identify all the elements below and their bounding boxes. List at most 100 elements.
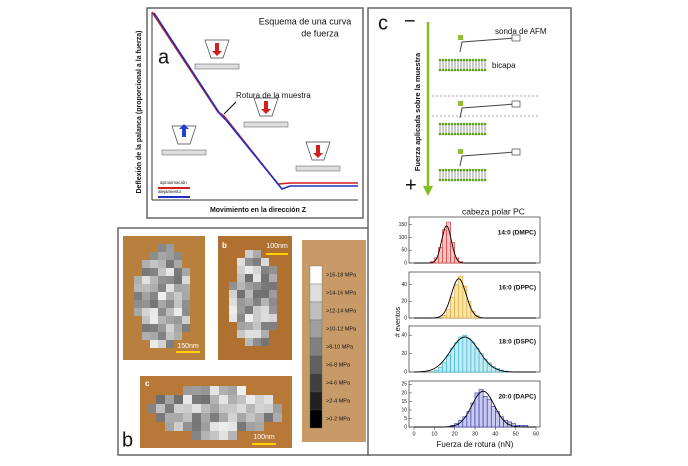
afm-pixel [246,413,255,422]
histogram-x-label: Fuerza de rotura (nN) [437,440,514,449]
afm-pixel [182,324,190,332]
histogram-bar [478,389,484,428]
y-tick-label: 40 [401,282,407,288]
afm-pixel [237,395,246,404]
afm-pixel [182,316,190,324]
lipid-head [471,132,475,136]
afm-pixel [166,332,174,340]
lipid-head [474,178,478,182]
afm-pixel [261,338,269,346]
afm-pixel [237,386,246,395]
afm-pixel [174,252,182,260]
afm-pixel [158,340,166,348]
lipid-head [450,178,454,182]
bilayer-label: bicapa [492,61,516,70]
y-label: Deflexión de la palanca (proporcional a … [136,31,143,194]
afm-pixel [142,268,150,276]
fit-curve [414,225,536,264]
afm-pixel [166,300,174,308]
lipid-head [468,68,472,72]
probe-label: sonda de AFM [495,27,547,36]
afm-pixel [182,268,190,276]
icon-arrow-head [212,51,222,56]
afm-pixel [174,276,182,284]
afm-pixel [201,422,210,431]
histogram-bar [458,336,464,373]
afm-pixel [261,306,269,314]
lipid-head [438,58,442,62]
lipid-head [468,132,472,136]
histogram-bar [446,355,451,373]
afm-pixel [192,422,201,431]
afm-pixel [182,292,190,300]
annotation-arrow [223,101,237,115]
lipid-head [456,168,460,172]
afm-pixel [158,292,166,300]
icon-arrow-head [313,153,323,158]
colorbar-label: >8-10 MPa [326,344,354,350]
icon-arrow [215,43,219,51]
afm-pixel [158,308,166,316]
panel-a-title: Esquema de una curva [259,16,352,26]
afm-pixel [261,282,269,290]
afm-pixel [264,395,273,404]
histogram-bar [446,309,451,319]
x-tick-label: 10 [431,431,437,437]
afm-pixel [183,395,192,404]
histogram-title: cabeza polar PC [462,206,525,216]
lipid-head [471,178,475,182]
lipid-head [474,168,478,172]
x-tick-label: 60 [533,431,539,437]
lipid-head [459,122,463,126]
colorbar-label: >0-2 MPa [326,416,351,422]
afm-pixel [183,422,192,431]
afm-pixel [245,290,253,298]
lipid-head [465,58,469,62]
afm-pixel [237,290,245,298]
afm-pixel [237,422,246,431]
panel-a-title: de fuerza [301,28,339,38]
lipid-head [450,122,454,126]
afm-pixel [158,252,166,260]
y-tick-label: 15 [401,399,407,405]
series-name: 14:0 (DMPC) [498,230,536,237]
afm-pixel [269,282,277,290]
legend-label: aproximación [160,180,187,185]
afm-pixel [255,422,264,431]
afm-pixel [150,268,158,276]
histogram-bar [454,342,460,373]
cantilever [459,103,516,119]
afm-pixel [174,404,183,413]
afm-pixel [182,276,190,284]
colorbar-label: >4-6 MPa [326,380,351,386]
histogram-frame [408,216,541,264]
lipid-head [477,122,481,126]
lipid-head [438,68,442,72]
afm-pixel [219,395,228,404]
afm-pixel [269,322,277,330]
afm-pixel [183,404,192,413]
afm-pixel [192,431,201,440]
lipid-head [471,122,475,126]
afm-pixel [237,322,245,330]
y-tick-label: 20 [401,351,407,357]
afm-pixel [253,266,261,274]
series-name: 16:0 (DPPC) [499,285,536,292]
afm-pixel [264,404,273,413]
afm-pixel [269,314,277,322]
lipid-head [462,168,466,172]
afm-pixel [201,404,210,413]
afm-pixel [261,266,269,274]
histogram-bar [474,347,480,373]
lipid-head [468,178,472,182]
afm-pixel [165,422,174,431]
afm-pixel [158,260,166,268]
afm-pixel [237,404,246,413]
afm-pixel [147,404,156,413]
legend-label: alejamiento [158,189,182,194]
afm-pixel [237,298,245,306]
afm-pixel [237,306,245,314]
afm-pixel [261,322,269,330]
lipid-head [480,132,484,136]
lipid-head [453,132,457,136]
